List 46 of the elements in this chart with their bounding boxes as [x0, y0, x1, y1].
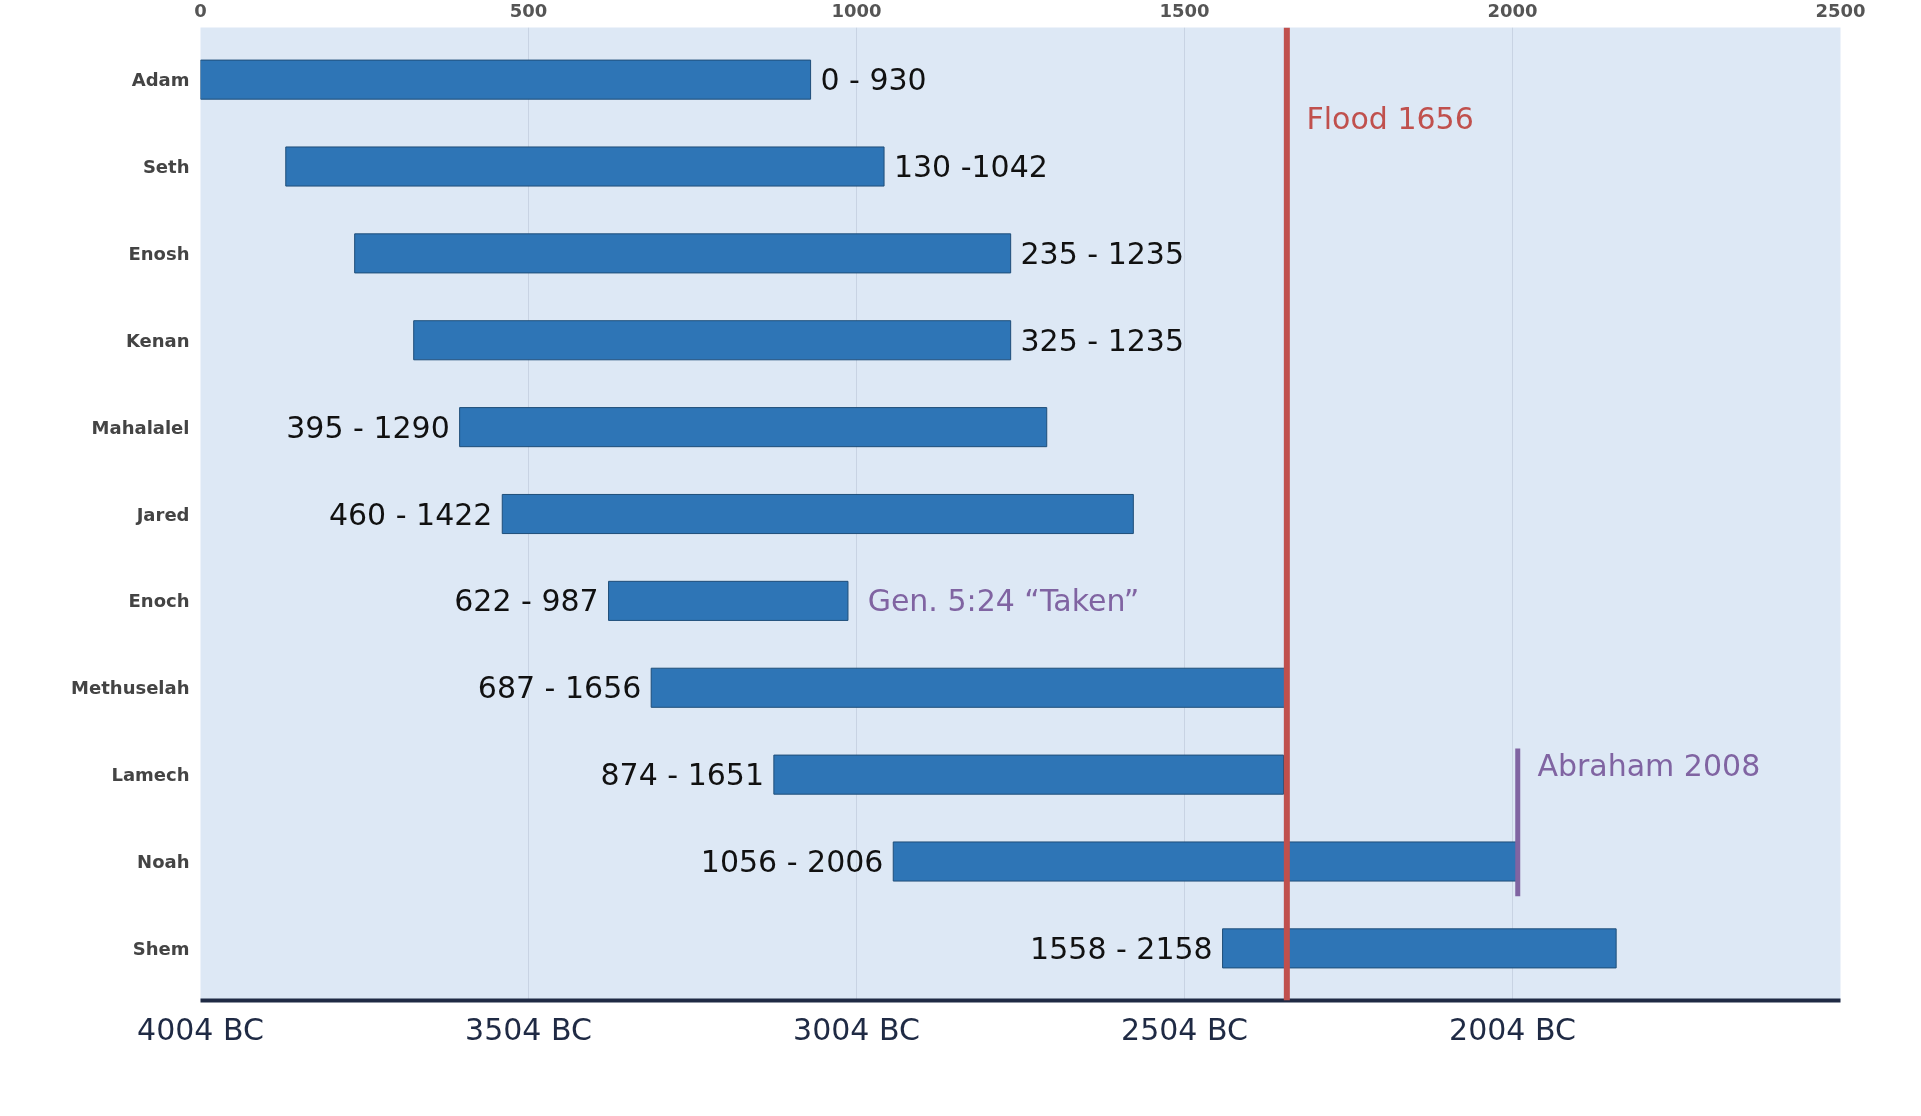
x2-tick-label: 2504 BC	[1121, 1011, 1248, 1047]
annotation: 235 - 1235	[1020, 235, 1185, 271]
y-tick-label: Mahalalel	[91, 416, 190, 438]
y-tick-label: Seth	[142, 156, 190, 177]
bar	[354, 233, 1012, 274]
x-tick-label: 500	[509, 0, 548, 21]
bar	[200, 59, 812, 100]
annotation: 622 - 987	[454, 583, 599, 619]
ref-line-label: Abraham 2008	[1537, 748, 1761, 784]
annotation: 874 - 1651	[600, 757, 765, 793]
annotation: 460 - 1422	[328, 496, 493, 532]
y-tick-label: Adam	[131, 69, 190, 91]
annotation: 687 - 1656	[477, 670, 642, 706]
bar	[773, 754, 1285, 795]
annotation: 1056 - 2006	[700, 844, 884, 879]
annotation: 1558 - 2158	[1030, 930, 1213, 966]
bar	[413, 320, 1012, 361]
x-tick-label: 2000	[1487, 0, 1538, 21]
y-tick-label: Noah	[137, 851, 190, 872]
x-tick-label: 0	[194, 0, 207, 21]
bar	[459, 407, 1048, 448]
annotation: Gen. 5:24 “Taken”	[867, 583, 1140, 619]
annotation: 395 - 1290	[286, 409, 450, 445]
x-tick-label: 2500	[1815, 0, 1866, 21]
y-tick-label: Enosh	[128, 242, 190, 264]
x2-tick-label: 3504 BC	[465, 1011, 592, 1047]
bar	[501, 493, 1134, 535]
y-tick-label: Enoch	[128, 590, 190, 612]
annotation: 325 - 1235	[1020, 322, 1185, 358]
x-tick-label: 1000	[831, 0, 882, 21]
y-tick-label: Jared	[134, 503, 190, 525]
bar	[1222, 928, 1617, 969]
annotation: 0 - 930	[820, 62, 927, 98]
y-tick-label: Kenan	[125, 329, 190, 351]
bar	[608, 580, 849, 621]
x2-tick-label: 3004 BC	[793, 1011, 920, 1047]
x-tick-label: 1500	[1159, 0, 1210, 21]
x2-tick-label: 2004 BC	[1449, 1011, 1576, 1047]
bar	[892, 841, 1517, 882]
annotation: 130 -1042	[893, 149, 1048, 184]
ref-line-label: Flood 1656	[1306, 101, 1474, 137]
y-tick-label: Lamech	[111, 764, 190, 786]
y-tick-label: Methuselah	[71, 677, 190, 699]
bar	[285, 146, 885, 187]
y-tick-label: Shem	[132, 937, 190, 959]
x2-tick-label: 4004 BC	[137, 1011, 264, 1047]
